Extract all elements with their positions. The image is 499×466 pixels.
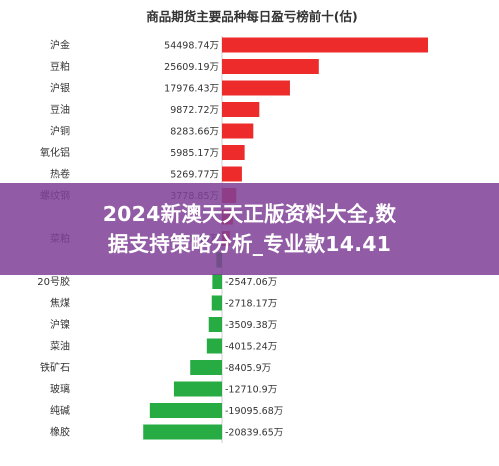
category-label: 沪金 (50, 39, 70, 52)
value-label: 25609.19万 (164, 62, 219, 73)
value-label: 9872.72万 (170, 105, 219, 116)
banner-line-1: 2024新澳天天正版资料大全,数 (102, 202, 397, 226)
bar (173, 381, 222, 397)
category-label: 焦煤 (50, 297, 70, 310)
category-label: 沪镍 (50, 318, 70, 331)
category-label: 沪银 (50, 82, 70, 95)
bar (211, 295, 222, 311)
value-label: -19095.68万 (225, 406, 283, 417)
bar (143, 424, 222, 440)
bar (190, 360, 222, 375)
bar (206, 338, 222, 354)
value-label: -2547.06万 (225, 277, 277, 288)
value-label: 17976.43万 (164, 84, 219, 95)
value-label: 5269.77万 (170, 170, 219, 181)
category-label: 20号胶 (37, 275, 70, 288)
bar (222, 123, 254, 139)
bar (222, 166, 242, 182)
chart-title: 商品期货主要品种每日盈亏榜前十(估) (146, 9, 357, 24)
category-label: 沪铜 (50, 125, 70, 138)
category-label: 菜油 (50, 340, 70, 353)
value-label: -8405.9万 (225, 363, 271, 374)
value-label: -4015.24万 (225, 342, 277, 353)
category-label: 铁矿石 (40, 361, 70, 374)
value-label: -12710.9万 (225, 385, 277, 396)
value-label: -2718.17万 (225, 299, 277, 310)
value-label: -3509.38万 (225, 320, 277, 331)
category-label: 氧化铝 (40, 146, 70, 159)
bar (222, 59, 319, 74)
category-label: 热卷 (50, 168, 70, 181)
banner-line-2: 据支持策略分析_专业款14.41 (107, 232, 392, 256)
value-label: -20839.65万 (225, 428, 283, 439)
category-label: 玻璃 (50, 383, 70, 396)
bar (149, 403, 222, 418)
category-label: 纯碱 (50, 404, 70, 417)
bar (222, 80, 290, 96)
bar (208, 317, 222, 332)
watermark-banner: 2024新澳天天正版资料大全,数 据支持策略分析_专业款14.41 (0, 183, 499, 275)
value-label: 8283.66万 (170, 127, 219, 138)
category-label: 豆油 (50, 103, 70, 116)
category-label: 橡胶 (50, 426, 70, 439)
bar (222, 145, 245, 160)
value-label: 5985.17万 (170, 148, 219, 159)
category-label: 豆粕 (50, 60, 70, 73)
bar (222, 37, 428, 53)
value-label: 54498.74万 (164, 41, 219, 52)
bar (212, 274, 222, 289)
bar (222, 102, 260, 117)
